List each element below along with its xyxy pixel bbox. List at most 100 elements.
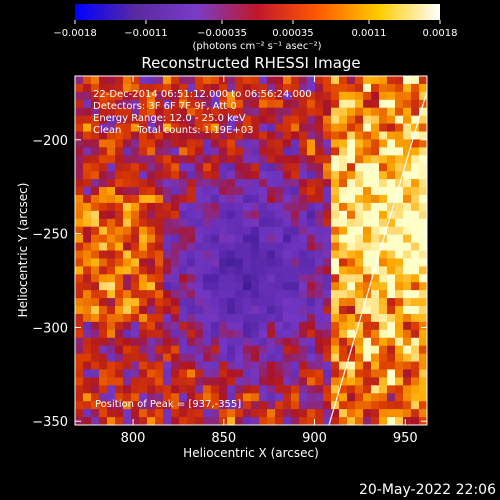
heatmap-cell xyxy=(403,210,412,220)
heatmap-cell xyxy=(123,226,132,236)
heatmap-cell xyxy=(251,369,260,379)
heatmap-cell xyxy=(307,234,316,244)
heatmap-cell xyxy=(379,417,388,425)
heatmap-cell xyxy=(179,218,188,228)
heatmap-cell xyxy=(331,147,340,156)
heatmap-cell xyxy=(387,377,396,386)
heatmap-cell xyxy=(315,353,324,363)
heatmap-cell xyxy=(123,353,132,363)
heatmap-cell xyxy=(163,123,172,133)
heatmap-cell xyxy=(323,115,332,125)
heatmap-cell xyxy=(131,91,140,101)
heatmap-cell xyxy=(403,99,412,109)
heatmap-cell xyxy=(291,115,300,125)
heatmap-cell xyxy=(243,409,252,418)
heatmap-cell xyxy=(251,131,260,141)
heatmap-cell xyxy=(123,321,132,331)
heatmap-cell xyxy=(395,123,404,133)
heatmap-cell xyxy=(211,321,220,331)
heatmap-cell xyxy=(243,99,252,109)
heatmap-cell xyxy=(115,155,124,164)
heatmap-cell xyxy=(307,131,316,141)
heatmap-cell xyxy=(267,76,276,85)
heatmap-cell xyxy=(179,361,188,371)
heatmap-cell xyxy=(115,171,124,180)
heatmap-cell xyxy=(339,218,348,228)
heatmap-cell xyxy=(355,202,364,212)
heatmap-cell xyxy=(331,242,340,252)
heatmap-cell xyxy=(379,131,388,141)
heatmap-cell xyxy=(195,345,204,355)
heatmap-cell xyxy=(115,274,124,283)
heatmap-cell xyxy=(115,163,124,172)
heatmap-cell xyxy=(147,290,156,299)
heatmap-cell xyxy=(371,226,380,236)
heatmap-cell xyxy=(147,139,156,148)
heatmap-cell xyxy=(107,234,116,244)
heatmap-cell xyxy=(147,306,156,315)
heatmap-cell xyxy=(203,274,212,283)
heatmap-cell xyxy=(107,139,116,148)
heatmap-cell xyxy=(211,242,220,252)
heatmap-cell xyxy=(267,409,276,418)
heatmap-cell xyxy=(235,313,244,323)
heatmap-cell xyxy=(171,250,180,260)
heatmap-cell xyxy=(235,139,244,148)
x-tick-label: 900 xyxy=(302,431,327,446)
heatmap-cell xyxy=(107,131,116,141)
heatmap-cell xyxy=(251,377,260,386)
heatmap-cell xyxy=(267,242,276,252)
heatmap-cell xyxy=(331,171,340,180)
heatmap-cell xyxy=(307,353,316,363)
heatmap-cell xyxy=(107,115,116,125)
heatmap-cell xyxy=(147,353,156,363)
heatmap-cell xyxy=(123,306,132,315)
heatmap-cell xyxy=(227,298,236,307)
heatmap-cell xyxy=(235,321,244,331)
heatmap-cell xyxy=(91,194,100,204)
heatmap-cell xyxy=(99,298,108,307)
heatmap-cell xyxy=(99,99,108,109)
heatmap-cell xyxy=(275,171,284,180)
heatmap-cell xyxy=(275,250,284,260)
heatmap-cell xyxy=(155,234,164,244)
heatmap-cell xyxy=(419,123,427,133)
heatmap-cell xyxy=(315,115,324,125)
heatmap-cell xyxy=(387,155,396,164)
heatmap-cell xyxy=(195,377,204,386)
heatmap-cell xyxy=(123,139,132,148)
heatmap-cell xyxy=(355,258,364,267)
heatmap-cell xyxy=(307,337,316,347)
heatmap-cell xyxy=(251,202,260,212)
heatmap-cell xyxy=(139,123,148,133)
heatmap-cell xyxy=(235,155,244,164)
heatmap-cell xyxy=(83,99,92,109)
heatmap-cell xyxy=(371,91,380,101)
heatmap-cell xyxy=(107,266,116,275)
heatmap-cell xyxy=(315,163,324,172)
heatmap-cell xyxy=(323,313,332,323)
heatmap-cell xyxy=(235,163,244,172)
heatmap-cell xyxy=(179,210,188,220)
heatmap-cell xyxy=(275,329,284,339)
heatmap-cell xyxy=(227,377,236,386)
heatmap-cell xyxy=(355,234,364,244)
heatmap-cell xyxy=(187,194,196,204)
heatmap-cell xyxy=(315,107,324,117)
heatmap-cell xyxy=(403,401,412,410)
heatmap-cell xyxy=(99,202,108,212)
heatmap-cell xyxy=(243,298,252,307)
heatmap-cell xyxy=(163,179,172,188)
heatmap-cell xyxy=(179,187,188,196)
heatmap-cell xyxy=(395,107,404,117)
heatmap-cell xyxy=(379,194,388,204)
heatmap-cell xyxy=(387,76,396,85)
heatmap-cell xyxy=(235,266,244,275)
heatmap-cell xyxy=(251,409,260,418)
heatmap-cell xyxy=(355,313,364,323)
heatmap-cell xyxy=(83,337,92,347)
heatmap-cell xyxy=(307,417,316,425)
heatmap-cell xyxy=(99,361,108,371)
heatmap-cell xyxy=(187,123,196,133)
heatmap-cell xyxy=(347,258,356,267)
